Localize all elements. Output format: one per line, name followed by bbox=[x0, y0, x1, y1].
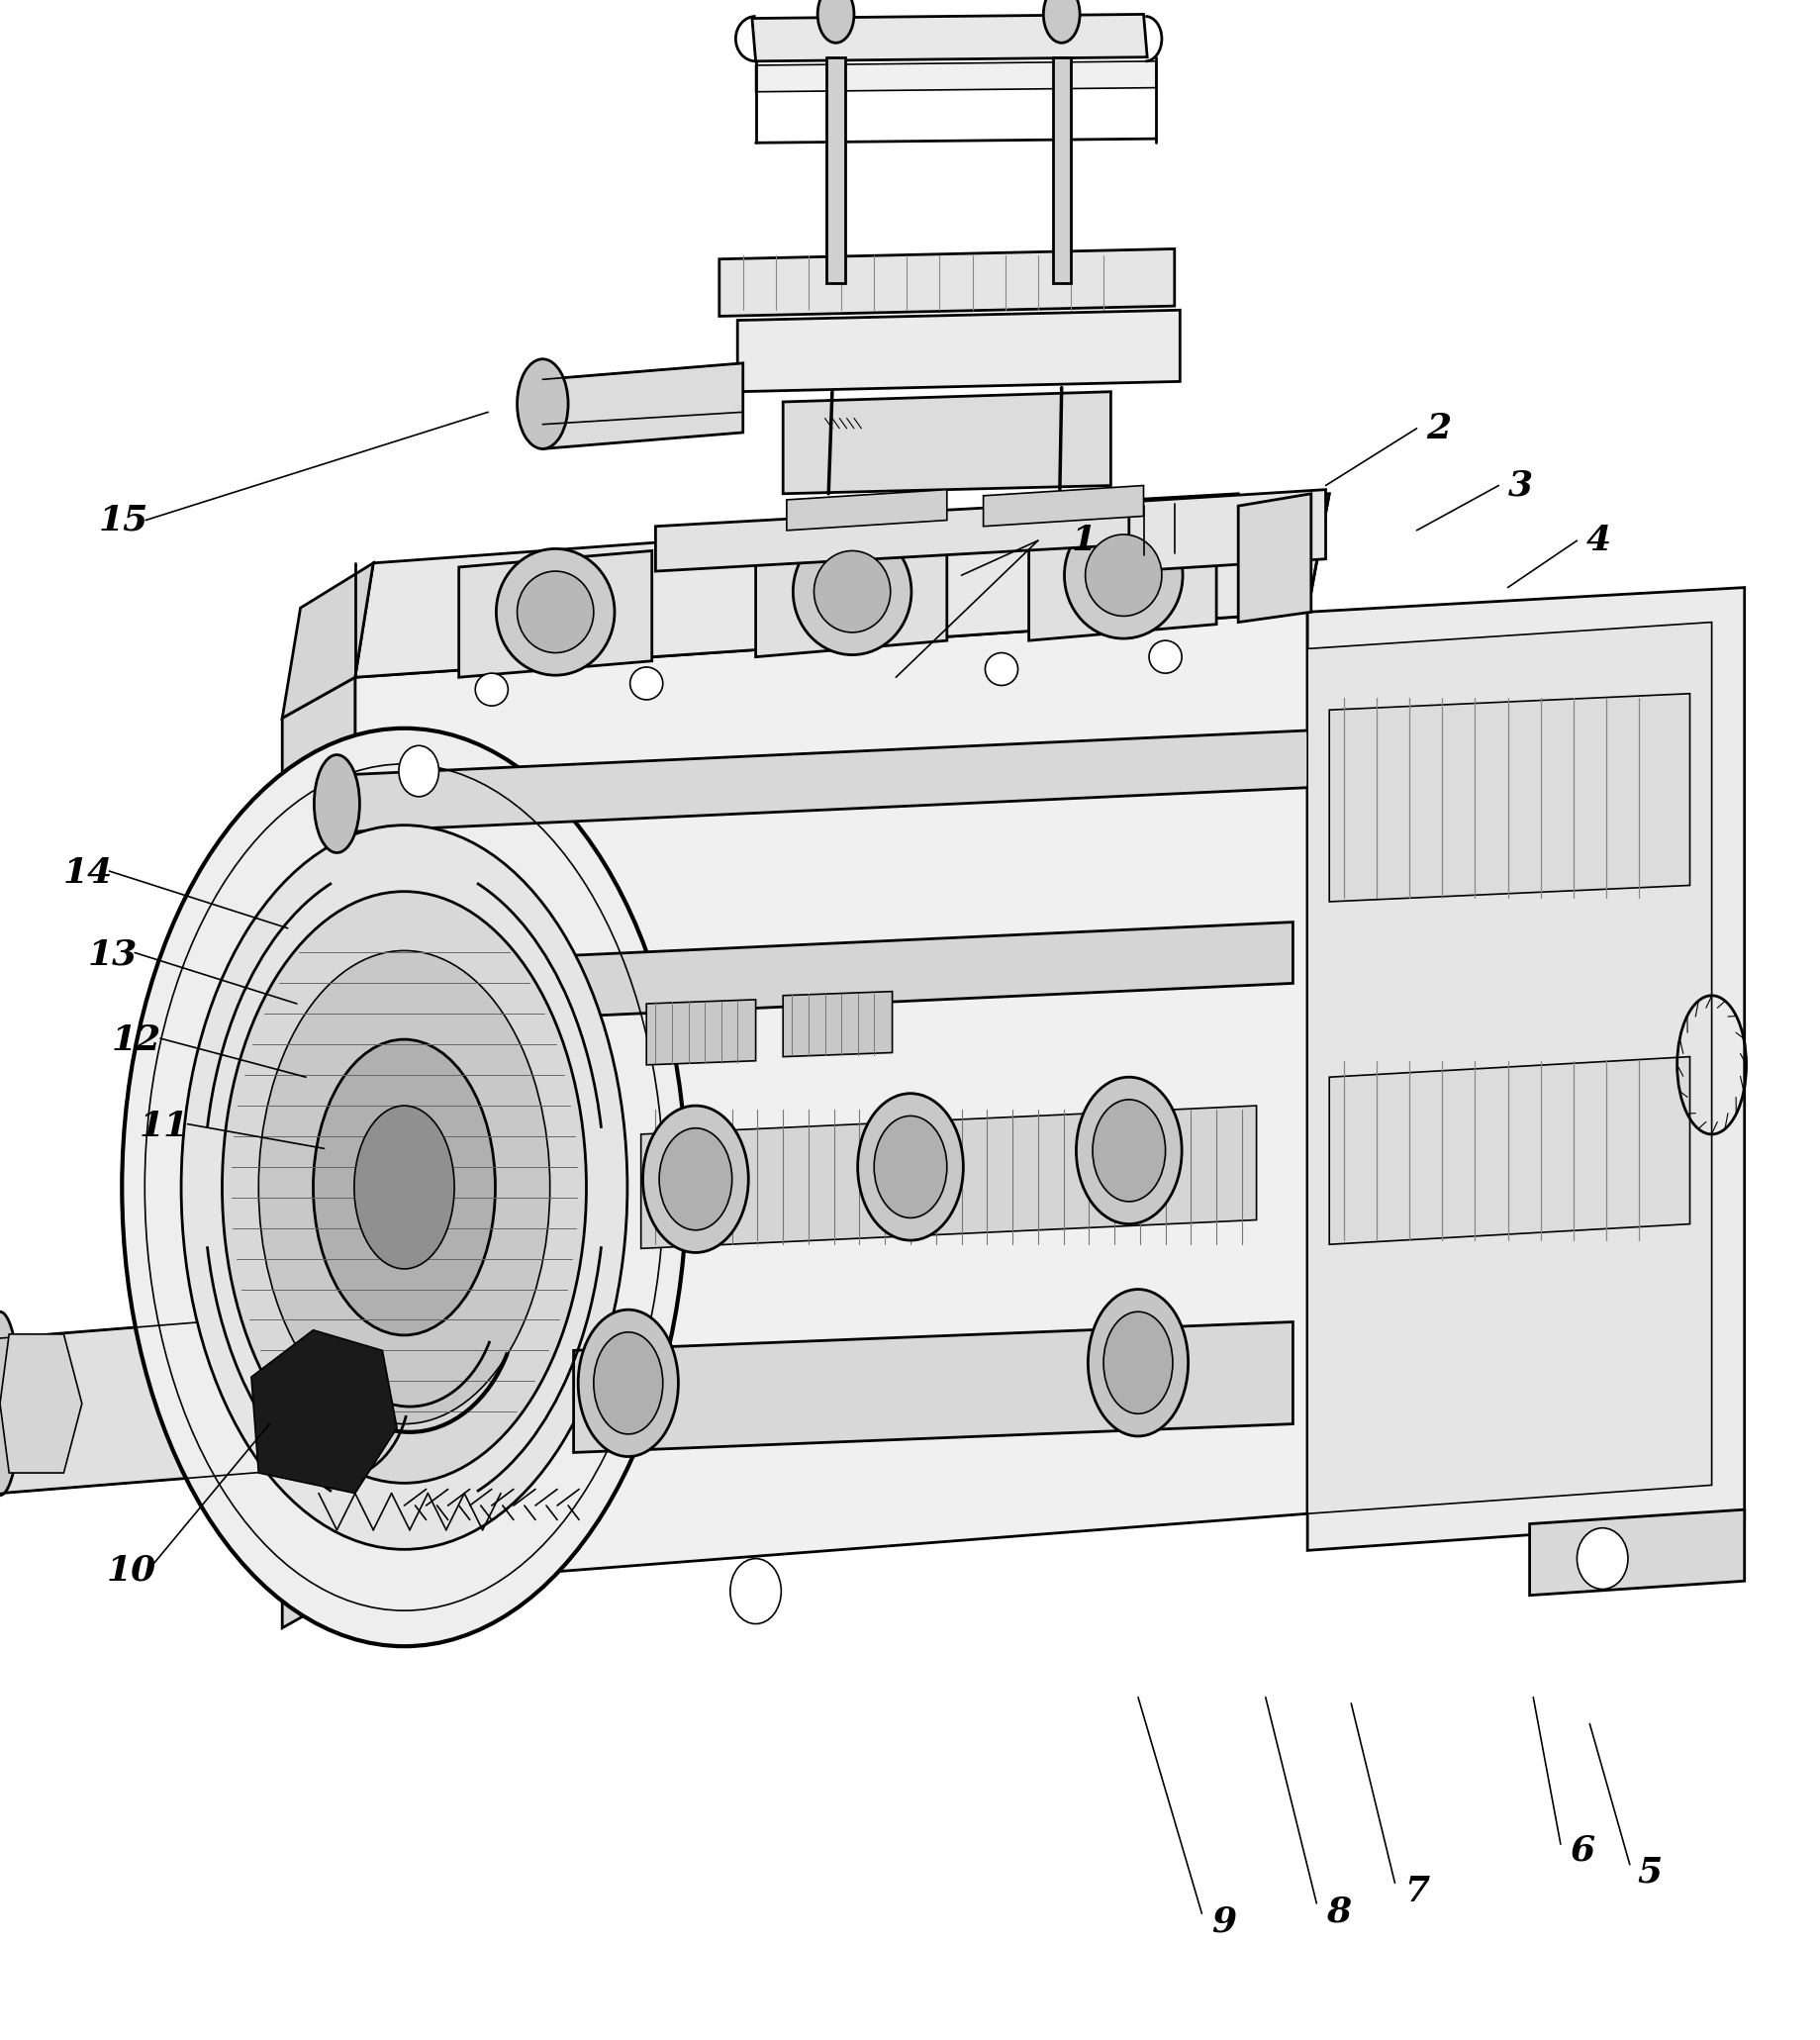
Ellipse shape bbox=[399, 747, 439, 798]
Polygon shape bbox=[783, 392, 1110, 494]
Text: 8: 8 bbox=[1325, 1895, 1350, 1928]
Ellipse shape bbox=[814, 551, 890, 632]
Ellipse shape bbox=[659, 1128, 732, 1230]
Text: 1: 1 bbox=[1070, 524, 1096, 557]
Polygon shape bbox=[1529, 1510, 1744, 1595]
Polygon shape bbox=[282, 563, 373, 718]
Ellipse shape bbox=[517, 359, 568, 449]
Text: 13: 13 bbox=[87, 938, 138, 971]
Ellipse shape bbox=[313, 1040, 495, 1336]
Polygon shape bbox=[719, 249, 1174, 316]
Ellipse shape bbox=[874, 1116, 946, 1218]
Ellipse shape bbox=[1043, 0, 1079, 43]
Text: 12: 12 bbox=[111, 1024, 162, 1057]
Polygon shape bbox=[1329, 694, 1689, 902]
Ellipse shape bbox=[315, 755, 360, 853]
Polygon shape bbox=[646, 1000, 755, 1065]
Polygon shape bbox=[251, 1330, 397, 1493]
Ellipse shape bbox=[593, 1332, 662, 1434]
Ellipse shape bbox=[180, 826, 626, 1550]
Polygon shape bbox=[410, 922, 1292, 1024]
Polygon shape bbox=[1238, 494, 1310, 622]
Ellipse shape bbox=[355, 1106, 455, 1269]
Ellipse shape bbox=[0, 1312, 20, 1495]
Polygon shape bbox=[0, 1310, 355, 1493]
Polygon shape bbox=[983, 486, 1143, 526]
Text: 2: 2 bbox=[1425, 412, 1451, 445]
Polygon shape bbox=[573, 1322, 1292, 1452]
Text: 14: 14 bbox=[62, 857, 113, 889]
Text: 6: 6 bbox=[1569, 1834, 1594, 1867]
Polygon shape bbox=[786, 490, 946, 530]
Ellipse shape bbox=[1063, 512, 1183, 639]
Ellipse shape bbox=[985, 653, 1017, 685]
Polygon shape bbox=[1128, 490, 1325, 571]
Polygon shape bbox=[755, 61, 1156, 92]
Ellipse shape bbox=[1092, 1100, 1165, 1202]
Polygon shape bbox=[337, 730, 1310, 832]
Ellipse shape bbox=[630, 667, 662, 700]
Ellipse shape bbox=[642, 1106, 748, 1253]
Polygon shape bbox=[1307, 622, 1711, 1514]
Text: 10: 10 bbox=[106, 1554, 157, 1587]
Ellipse shape bbox=[1576, 1528, 1627, 1589]
Text: 11: 11 bbox=[138, 1110, 189, 1142]
Ellipse shape bbox=[1148, 641, 1181, 673]
Polygon shape bbox=[1052, 57, 1070, 284]
Ellipse shape bbox=[730, 1559, 781, 1624]
Ellipse shape bbox=[517, 571, 593, 653]
Polygon shape bbox=[655, 494, 1238, 571]
Polygon shape bbox=[459, 551, 652, 677]
Ellipse shape bbox=[122, 728, 686, 1646]
Polygon shape bbox=[542, 363, 743, 449]
Text: 4: 4 bbox=[1585, 524, 1611, 557]
Polygon shape bbox=[355, 612, 1307, 1587]
Polygon shape bbox=[641, 1106, 1256, 1248]
Ellipse shape bbox=[1076, 1077, 1181, 1224]
Ellipse shape bbox=[495, 549, 615, 675]
Polygon shape bbox=[282, 677, 355, 1628]
Polygon shape bbox=[783, 991, 892, 1057]
Polygon shape bbox=[1028, 514, 1216, 641]
Ellipse shape bbox=[794, 528, 912, 655]
Polygon shape bbox=[752, 14, 1147, 61]
Text: 9: 9 bbox=[1210, 1905, 1236, 1938]
Polygon shape bbox=[355, 494, 1329, 677]
Polygon shape bbox=[755, 530, 946, 657]
Polygon shape bbox=[826, 57, 844, 284]
Text: 7: 7 bbox=[1403, 1875, 1429, 1907]
Ellipse shape bbox=[817, 0, 854, 43]
Ellipse shape bbox=[258, 951, 550, 1424]
Polygon shape bbox=[1307, 588, 1744, 1550]
Polygon shape bbox=[0, 1334, 82, 1473]
Text: 15: 15 bbox=[98, 504, 149, 537]
Text: 5: 5 bbox=[1636, 1856, 1662, 1889]
Polygon shape bbox=[1329, 1057, 1689, 1244]
Ellipse shape bbox=[1103, 1312, 1172, 1414]
Text: 3: 3 bbox=[1507, 469, 1532, 502]
Ellipse shape bbox=[577, 1310, 677, 1457]
Ellipse shape bbox=[222, 891, 586, 1483]
Ellipse shape bbox=[1088, 1289, 1187, 1436]
Ellipse shape bbox=[475, 673, 508, 706]
Ellipse shape bbox=[857, 1093, 963, 1240]
Ellipse shape bbox=[1085, 534, 1161, 616]
Polygon shape bbox=[737, 310, 1179, 392]
